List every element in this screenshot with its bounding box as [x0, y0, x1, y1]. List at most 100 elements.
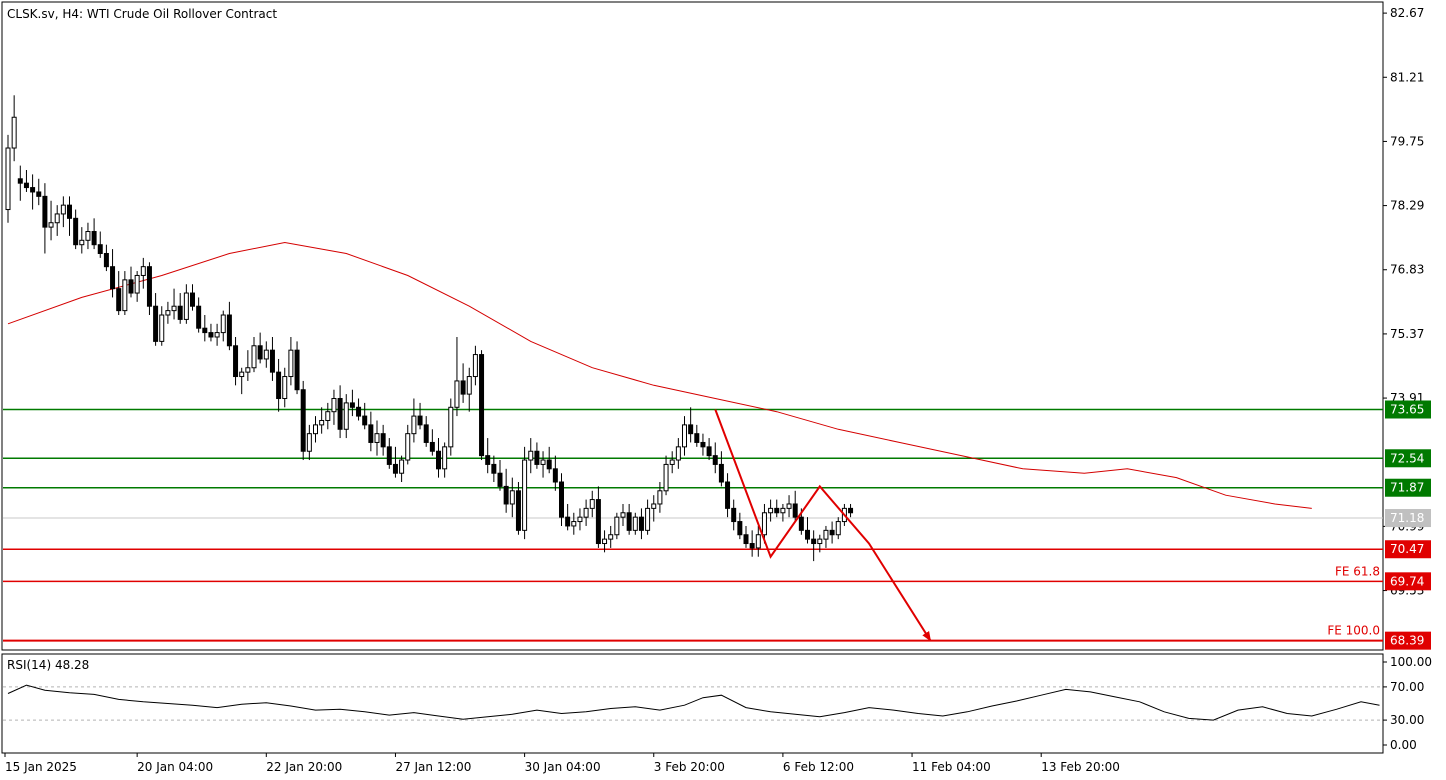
candle-body-down	[349, 402, 355, 408]
y-tick-label: 81.21	[1390, 70, 1424, 84]
candle	[97, 231, 103, 258]
candle	[11, 95, 17, 162]
candle	[768, 499, 774, 522]
candle	[48, 200, 54, 241]
rsi-label: RSI(14) 48.28	[7, 658, 89, 672]
candle-body-up	[835, 521, 841, 536]
candle	[165, 301, 171, 324]
x-tick-label: 27 Jan 12:00	[395, 760, 471, 774]
y-tick-label: 78.29	[1390, 199, 1424, 213]
candle-body-up	[306, 433, 312, 452]
candle-body-down	[67, 204, 72, 219]
main-panel-frame	[1, 1, 1384, 651]
candle-body-up	[263, 349, 269, 360]
candle-body-up	[411, 415, 417, 435]
price-tag	[1385, 449, 1431, 468]
candle-body-down	[706, 446, 712, 457]
price-tag-text: 72.54	[1390, 451, 1424, 465]
projection-annotation	[714, 409, 932, 642]
candle	[657, 482, 663, 513]
candle	[110, 249, 116, 298]
candle	[386, 438, 392, 469]
candle-body-up	[448, 406, 454, 448]
candle-body-down	[805, 529, 810, 540]
candle-body-down	[417, 415, 423, 426]
candle-body-up	[577, 516, 583, 523]
candle-body-up	[589, 499, 595, 509]
candle-body-up	[657, 490, 663, 505]
candle	[368, 411, 374, 452]
y-tick-label: 82.67	[1390, 6, 1424, 20]
candle-body-down	[42, 195, 48, 228]
candle	[196, 297, 202, 333]
candle-body-down	[552, 468, 558, 483]
candle	[171, 288, 177, 320]
y-tick-label: 79.75	[1390, 134, 1424, 148]
candle	[417, 402, 423, 430]
candle-body-down	[91, 231, 97, 246]
candle-body-up	[48, 222, 54, 228]
candle-body-up	[632, 516, 638, 531]
candle-body-up	[245, 367, 251, 373]
candle	[540, 451, 546, 478]
candle	[392, 446, 398, 478]
candle	[214, 323, 220, 346]
rsi-line	[7, 684, 1380, 721]
candle-body-up	[472, 354, 478, 378]
candle-body-up	[214, 332, 220, 338]
candle	[595, 486, 601, 548]
candle	[122, 271, 128, 316]
candle-body-up	[79, 239, 85, 246]
candle	[466, 367, 472, 412]
candle	[786, 495, 792, 518]
candle	[177, 293, 183, 324]
candle	[245, 350, 251, 381]
candle-body-up	[509, 490, 515, 505]
candle	[454, 336, 460, 417]
candle-body-down	[257, 345, 263, 360]
candle	[669, 451, 675, 474]
candle-body-down	[423, 424, 429, 443]
candle-body-up	[399, 459, 405, 474]
candle-body-up	[817, 538, 823, 545]
candle-body-up	[614, 516, 620, 536]
candle-body-down	[848, 507, 854, 514]
candle	[60, 196, 66, 228]
candle-body-down	[294, 349, 300, 391]
price-tag-text: 68.39	[1390, 634, 1424, 648]
candle-body-down	[479, 354, 485, 457]
candle	[755, 525, 761, 557]
candle-body-down	[774, 507, 780, 514]
candle-body-down	[202, 327, 208, 334]
candle	[42, 183, 48, 254]
candle	[546, 446, 552, 474]
x-tick-label: 22 Jan 20:00	[266, 760, 342, 774]
candle-body-up	[85, 231, 91, 241]
candle-body-up	[651, 503, 657, 509]
candle-body-up	[60, 204, 66, 215]
candle	[30, 174, 36, 210]
candle	[91, 218, 97, 250]
candle	[602, 530, 608, 553]
candle-body-up	[442, 446, 448, 470]
fibonacci-label: FE 61.8	[1335, 564, 1380, 578]
candle	[694, 424, 700, 447]
candle	[239, 367, 245, 395]
candle	[626, 503, 632, 535]
candle	[460, 363, 466, 403]
candle-body-up	[220, 314, 226, 334]
candle	[522, 446, 528, 540]
candle	[269, 336, 275, 381]
price-tag	[1385, 572, 1431, 591]
candle-body-down	[36, 191, 42, 197]
candle	[485, 438, 491, 474]
candle	[257, 332, 263, 364]
candle	[559, 473, 564, 526]
candle-body-up	[761, 512, 767, 536]
candle	[552, 455, 558, 491]
candle-body-down	[30, 187, 36, 193]
candle-body-up	[823, 529, 829, 540]
candle-body-up	[5, 147, 11, 211]
candle-body-up	[159, 314, 165, 342]
candle-body-down	[725, 481, 731, 509]
